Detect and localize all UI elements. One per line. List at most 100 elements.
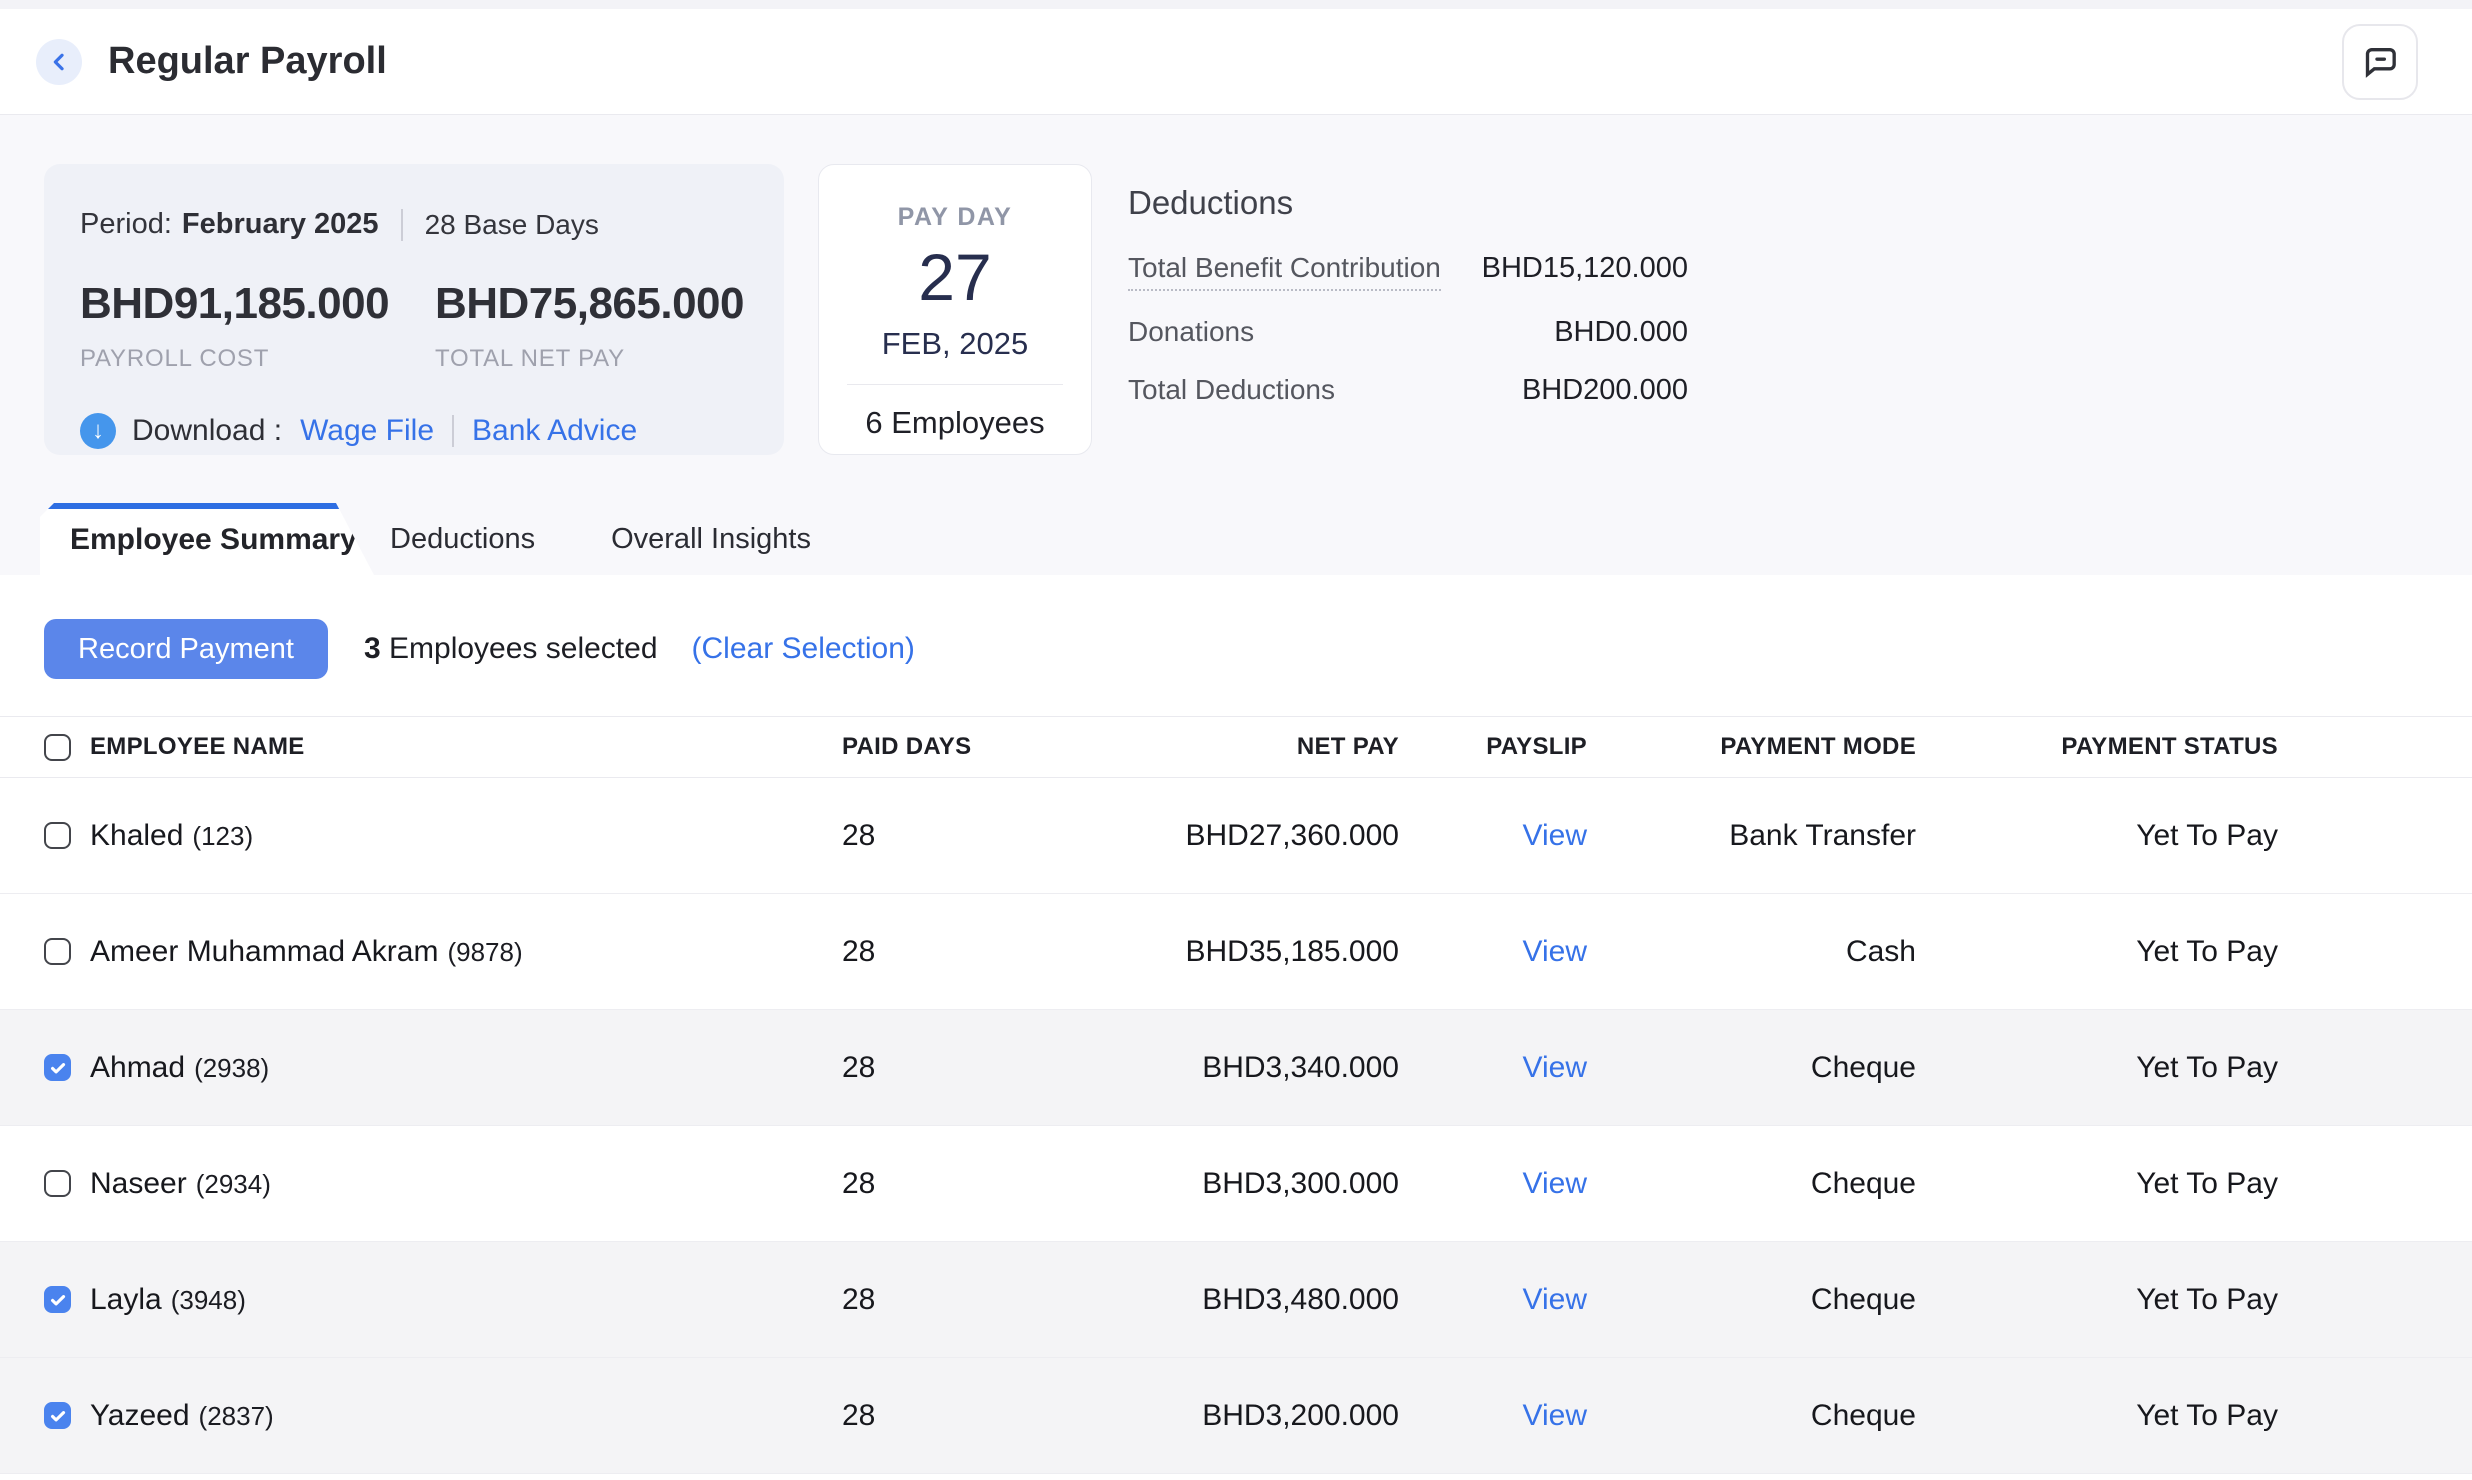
employee-id: (123) (192, 820, 254, 851)
paid-days-cell: 28 (842, 1050, 876, 1084)
paid-days-cell: 28 (842, 1282, 876, 1316)
paid-days-cell: 28 (842, 1398, 876, 1432)
table-row: Khaled (123) 28 BHD27,360.000 View Bank Trans… (0, 778, 2472, 894)
payment-mode-cell: Cheque (1810, 1282, 1916, 1316)
active-tab-indicator (40, 503, 340, 509)
employee-name: Layla (90, 1282, 162, 1316)
total-net-pay-label: TOTAL NET PAY (434, 345, 625, 372)
view-payslip-link[interactable]: View (1522, 1398, 1587, 1432)
total-net-pay-value: BHD75,865.000 (434, 279, 745, 328)
row-checkbox[interactable] (44, 1170, 71, 1197)
view-payslip-link[interactable]: View (1522, 1050, 1587, 1084)
employee-id: (2934) (195, 1168, 271, 1199)
tab-employee-summary[interactable]: Employee Summary (40, 503, 374, 575)
payday-label: PAY DAY (897, 203, 1013, 231)
view-payslip-link[interactable]: View (1522, 934, 1587, 968)
col-payment-mode: PAYMENT MODE (1720, 733, 1916, 760)
donations-value: BHD0.000 (1554, 316, 1688, 348)
page-title: Regular Payroll (108, 40, 387, 82)
payment-mode-cell: Bank Transfer (1729, 818, 1916, 852)
download-icon: ↓ (80, 413, 116, 449)
payday-employee-count: 6 Employees (865, 405, 1045, 440)
chat-bubble-icon (2360, 42, 2400, 82)
record-payment-button[interactable]: Record Payment (44, 619, 328, 679)
payment-status-cell: Yet To Pay (2136, 934, 2278, 968)
wage-file-link[interactable]: Wage File (300, 414, 435, 447)
table-row: Ameer Muhammad Akram (9878) 28 BHD35,185.00… (0, 894, 2472, 1010)
payment-status-cell: Yet To Pay (2136, 818, 2278, 852)
back-button[interactable] (36, 38, 82, 85)
payroll-cost-value: BHD91,185.000 (80, 279, 390, 328)
col-net-pay: NET PAY (1296, 733, 1399, 760)
employee-name: Ahmad (90, 1050, 186, 1084)
payment-mode-cell: Cheque (1810, 1050, 1916, 1084)
row-checkbox[interactable] (44, 1286, 71, 1313)
period-label: Period: (80, 208, 172, 240)
deductions-summary: Deductions Total Benefit Contribution BH… (1128, 164, 1688, 407)
employee-id: (2938) (194, 1052, 270, 1083)
total-benefit-contribution-label[interactable]: Total Benefit Contribution (1128, 252, 1441, 291)
net-pay-cell: BHD3,300.000 (1202, 1166, 1399, 1200)
employee-name: Naseer (90, 1166, 187, 1200)
net-pay-cell: BHD3,200.000 (1202, 1398, 1399, 1432)
tab-content: Record Payment 3 Employees selected (Cle… (0, 575, 2472, 1480)
net-pay-cell: BHD3,480.000 (1202, 1282, 1399, 1316)
row-checkbox[interactable] (44, 1402, 71, 1429)
row-checkbox[interactable] (44, 1054, 71, 1081)
selected-count: 3 (364, 632, 381, 665)
view-payslip-link[interactable]: View (1522, 1166, 1587, 1200)
actions-row: Record Payment 3 Employees selected (Cle… (0, 575, 2472, 679)
donations-label: Donations (1128, 316, 1255, 347)
net-pay-cell: BHD27,360.000 (1185, 818, 1400, 852)
employee-id: (2837) (198, 1400, 274, 1431)
selection-summary: 3 Employees selected (364, 632, 658, 666)
divider (452, 415, 455, 447)
total-deductions-value: BHD200.000 (1521, 374, 1688, 406)
payment-mode-cell: Cash (1845, 934, 1916, 968)
total-benefit-contribution-value: BHD15,120.000 (1481, 252, 1688, 284)
employee-name-cell: Ahmad (2938) (90, 1051, 842, 1085)
comments-button[interactable] (2342, 23, 2418, 100)
table-row: Ahmad (2938) 28 BHD3,340.000 View Cheque Yet T… (0, 1010, 2472, 1126)
tab-overall-insights[interactable]: Overall Insights (611, 523, 811, 555)
table-row: Naseer (2934) 28 BHD3,300.000 View Cheque Yet … (0, 1126, 2472, 1242)
employee-name: Khaled (90, 818, 184, 852)
table-row: Layla (3948) 28 BHD3,480.000 View Cheque Yet T… (0, 1242, 2472, 1358)
col-paid-days: PAID DAYS (842, 733, 972, 760)
employee-name: Ameer Muhammad Akram (90, 934, 439, 968)
table-row: Yazeed (2837) 28 BHD3,200.000 View Cheque Yet … (0, 1358, 2472, 1474)
base-days: 28 Base Days (424, 208, 599, 240)
bank-advice-link[interactable]: Bank Advice (472, 414, 638, 447)
net-pay-cell: BHD35,185.000 (1185, 934, 1400, 968)
employee-id: (3948) (170, 1284, 246, 1315)
download-label: Download : (132, 414, 283, 447)
view-payslip-link[interactable]: View (1522, 1282, 1587, 1316)
payment-status-cell: Yet To Pay (2136, 1398, 2278, 1432)
payment-mode-cell: Cheque (1810, 1398, 1916, 1432)
divider (400, 208, 403, 241)
payment-status-cell: Yet To Pay (2136, 1282, 2278, 1316)
view-payslip-link[interactable]: View (1522, 818, 1587, 852)
payday-day: 27 (918, 240, 992, 314)
tab-bar: Employee Summary Deductions Overall Insi… (0, 503, 2472, 575)
employee-table-body: Khaled (123) 28 BHD27,360.000 View Bank Trans… (0, 778, 2472, 1474)
tab-deductions[interactable]: Deductions (390, 523, 536, 555)
total-deductions-label: Total Deductions (1128, 374, 1336, 405)
paid-days-cell: 28 (842, 1166, 876, 1200)
period-card: Period: February 2025 28 Base Days BHD91… (44, 164, 784, 455)
employee-name-cell: Yazeed (2837) (90, 1399, 842, 1433)
clear-selection-link[interactable]: (Clear Selection) (691, 632, 915, 665)
paid-days-cell: 28 (842, 818, 876, 852)
selected-suffix: Employees selected (380, 632, 658, 665)
row-checkbox[interactable] (44, 938, 71, 965)
row-checkbox[interactable] (44, 822, 71, 849)
col-employee-name: EMPLOYEE NAME (90, 733, 305, 760)
employee-name-cell: Ameer Muhammad Akram (9878) (90, 935, 842, 969)
col-payslip: PAYSLIP (1486, 733, 1587, 760)
col-payment-status: PAYMENT STATUS (2061, 733, 2278, 760)
paid-days-cell: 28 (842, 934, 876, 968)
page-header: Regular Payroll (0, 9, 2472, 115)
employee-table-header: EMPLOYEE NAME PAID DAYS NET PAY PAYSLIP … (0, 716, 2472, 778)
select-all-checkbox[interactable] (44, 733, 71, 761)
payment-status-cell: Yet To Pay (2136, 1166, 2278, 1200)
